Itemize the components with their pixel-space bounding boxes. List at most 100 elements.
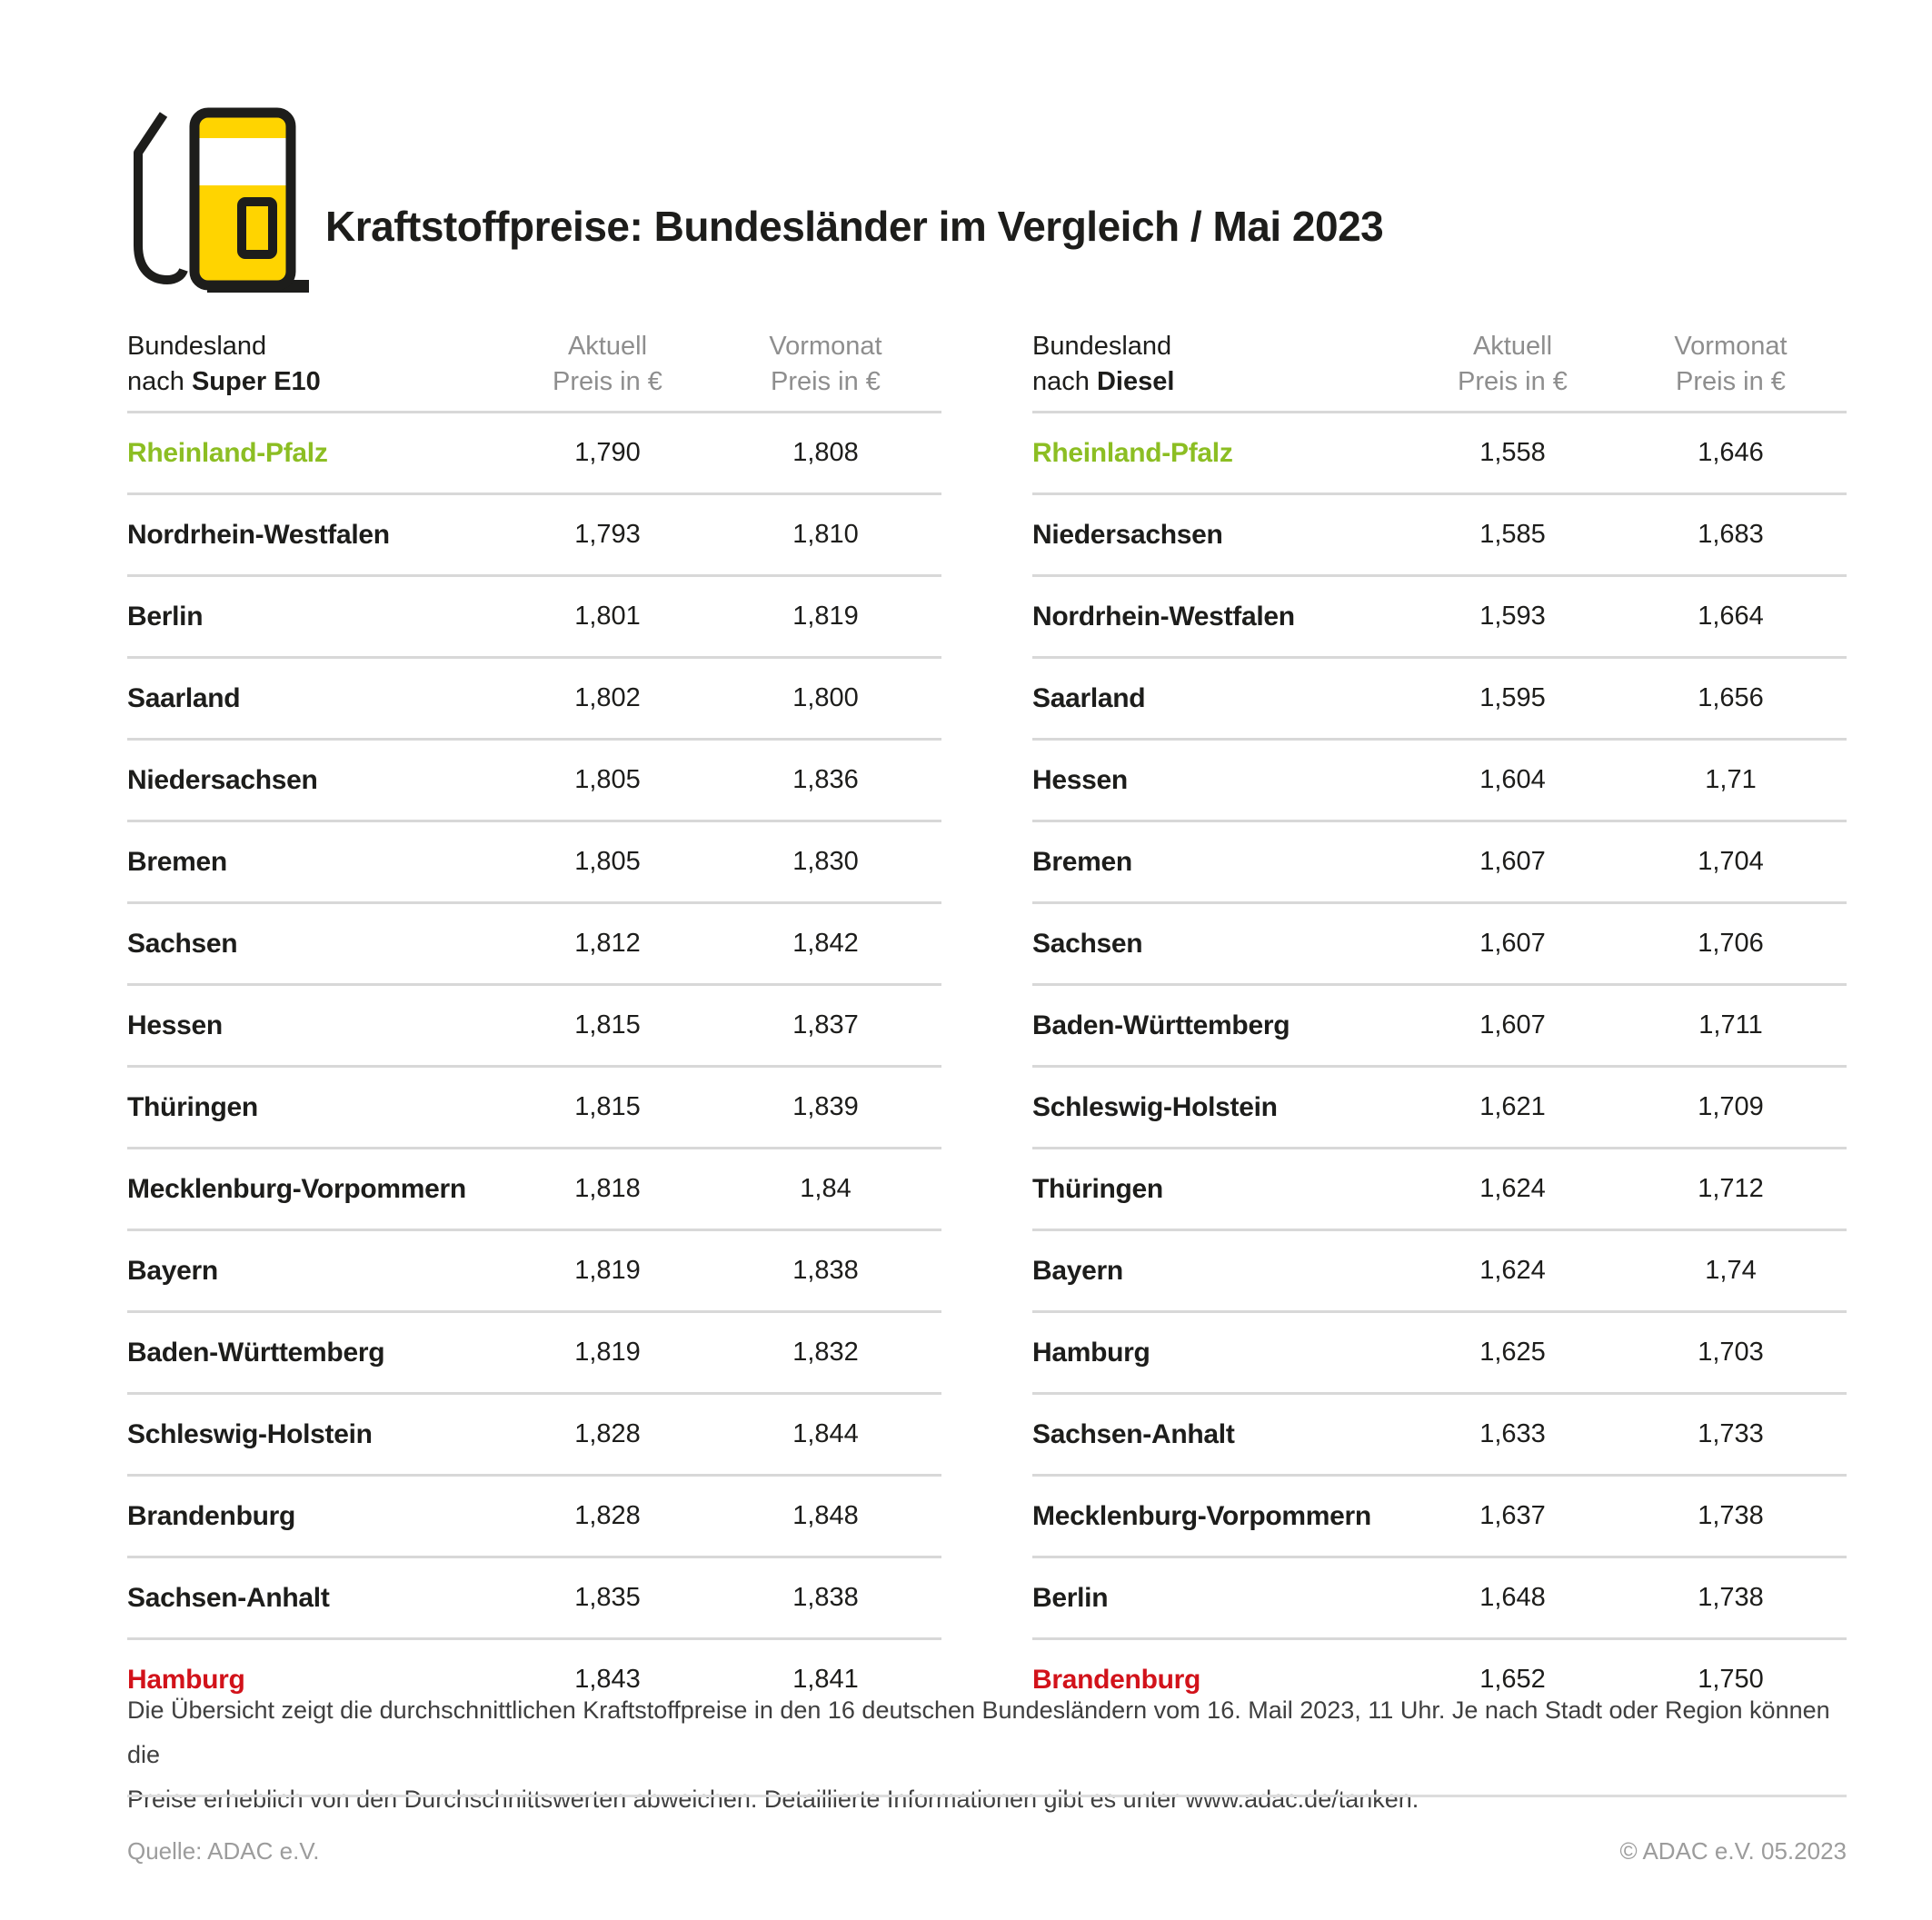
state-name: Niedersachsen [127, 764, 318, 795]
vormonat-value: 1,74 [1705, 1256, 1757, 1285]
vormonat-value: 1,810 [792, 520, 859, 549]
vormonat-value: 1,703 [1698, 1338, 1764, 1367]
header-line1: Bundesland [1032, 332, 1172, 361]
aktuell-value: 1,604 [1479, 765, 1546, 794]
vormonat-value: 1,832 [792, 1338, 859, 1367]
footnote-line1: Die Übersicht zeigt die durchschnittlich… [127, 1696, 1830, 1768]
source-label: Quelle: ADAC e.V. [127, 1837, 320, 1865]
state-name: Schleswig-Holstein [127, 1418, 373, 1449]
state-name: Mecklenburg-Vorpommern [127, 1173, 466, 1204]
table-row: Schleswig-Holstein 1,828 1,844 [127, 1395, 941, 1477]
state-name: Rheinland-Pfalz [127, 437, 328, 468]
state-name: Mecklenburg-Vorpommern [1032, 1500, 1371, 1531]
table-row: Schleswig-Holstein 1,621 1,709 [1032, 1068, 1847, 1149]
aktuell-value: 1,801 [574, 602, 641, 631]
aktuell-value: 1,621 [1479, 1092, 1546, 1121]
table-row: Thüringen 1,815 1,839 [127, 1068, 941, 1149]
aktuell-value: 1,843 [574, 1665, 641, 1694]
aktuell-value: 1,637 [1479, 1501, 1546, 1530]
aktuell-value: 1,652 [1479, 1665, 1546, 1694]
table-header: Bundesland nach Diesel Aktuell Preis in … [1032, 329, 1847, 413]
state-name: Bremen [127, 846, 227, 877]
tables-container: Bundesland nach Super E10 Aktuell Preis … [127, 329, 1847, 1719]
table-row: Thüringen 1,624 1,712 [1032, 1149, 1847, 1231]
state-name: Hamburg [1032, 1337, 1150, 1368]
state-name: Berlin [127, 601, 204, 632]
state-name: Rheinland-Pfalz [1032, 437, 1233, 468]
table-row: Bremen 1,607 1,704 [1032, 822, 1847, 904]
state-name: Hessen [1032, 764, 1128, 795]
aktuell-value: 1,812 [574, 929, 641, 958]
state-name: Sachsen [1032, 928, 1143, 959]
state-name: Thüringen [1032, 1173, 1163, 1204]
table-row: Bayern 1,819 1,838 [127, 1231, 941, 1313]
aktuell-value: 1,819 [574, 1256, 641, 1285]
column-header-vormonat: Vormonat Preis in € [1674, 332, 1788, 396]
table-row: Hamburg 1,843 1,841 [127, 1640, 941, 1719]
aktuell-value: 1,595 [1479, 683, 1546, 712]
table-row: Mecklenburg-Vorpommern 1,818 1,84 [127, 1149, 941, 1231]
vormonat-value: 1,808 [792, 438, 859, 467]
vormonat-value: 1,646 [1698, 438, 1764, 467]
state-name: Nordrhein-Westfalen [127, 519, 390, 550]
vormonat-value: 1,709 [1698, 1092, 1764, 1121]
aktuell-value: 1,828 [574, 1501, 641, 1530]
vormonat-value: 1,836 [792, 765, 859, 794]
vormonat-value: 1,738 [1698, 1583, 1764, 1612]
column-header-vormonat: Vormonat Preis in € [769, 332, 882, 396]
vormonat-value: 1,841 [792, 1665, 859, 1694]
table-header: Bundesland nach Super E10 Aktuell Preis … [127, 329, 941, 413]
table-row: Rheinland-Pfalz 1,790 1,808 [127, 413, 941, 495]
aktuell-value: 1,815 [574, 1010, 641, 1040]
aktuell-value: 1,607 [1479, 929, 1546, 958]
vormonat-value: 1,838 [792, 1583, 859, 1612]
state-name: Hessen [127, 1010, 223, 1040]
table-row: Baden-Württemberg 1,819 1,832 [127, 1313, 941, 1395]
vormonat-value: 1,839 [792, 1092, 859, 1121]
state-name: Bremen [1032, 846, 1132, 877]
table-row: Saarland 1,802 1,800 [127, 659, 941, 741]
state-name: Hamburg [127, 1664, 245, 1695]
table-row: Sachsen-Anhalt 1,633 1,733 [1032, 1395, 1847, 1477]
table-super-e10: Bundesland nach Super E10 Aktuell Preis … [127, 329, 941, 1719]
vormonat-value: 1,842 [792, 929, 859, 958]
table-row: Mecklenburg-Vorpommern 1,637 1,738 [1032, 1477, 1847, 1558]
table-row: Hamburg 1,625 1,703 [1032, 1313, 1847, 1395]
vormonat-value: 1,750 [1698, 1665, 1764, 1694]
vormonat-value: 1,706 [1698, 929, 1764, 958]
state-name: Berlin [1032, 1582, 1109, 1613]
aktuell-value: 1,835 [574, 1583, 641, 1612]
table-row: Nordrhein-Westfalen 1,793 1,810 [127, 495, 941, 577]
vormonat-value: 1,733 [1698, 1419, 1764, 1448]
table-row: Bayern 1,624 1,74 [1032, 1231, 1847, 1313]
vormonat-value: 1,844 [792, 1419, 859, 1448]
aktuell-value: 1,593 [1479, 602, 1546, 631]
footnote-line2: Preise erheblich von den Durchschnittswe… [127, 1786, 1419, 1813]
state-name: Bayern [127, 1255, 218, 1286]
aktuell-value: 1,793 [574, 520, 641, 549]
table-rows: Rheinland-Pfalz 1,790 1,808 Nordrhein-Westf… [127, 413, 941, 1719]
aktuell-value: 1,828 [574, 1419, 641, 1448]
table-row: Baden-Württemberg 1,607 1,711 [1032, 986, 1847, 1068]
state-name: Brandenburg [127, 1500, 296, 1531]
footnote: Die Übersicht zeigt die durchschnittlich… [127, 1688, 1847, 1822]
table-row: Sachsen 1,812 1,842 [127, 904, 941, 986]
table-row: Bremen 1,805 1,830 [127, 822, 941, 904]
aktuell-value: 1,624 [1479, 1256, 1546, 1285]
vormonat-value: 1,819 [792, 602, 859, 631]
state-name: Baden-Württemberg [1032, 1010, 1290, 1040]
vormonat-value: 1,683 [1698, 520, 1764, 549]
state-name: Saarland [127, 682, 241, 713]
state-name: Bayern [1032, 1255, 1123, 1286]
state-name: Brandenburg [1032, 1664, 1201, 1695]
aktuell-value: 1,805 [574, 765, 641, 794]
vormonat-value: 1,71 [1705, 765, 1757, 794]
footer: Quelle: ADAC e.V. © ADAC e.V. 05.2023 [127, 1837, 1847, 1865]
aktuell-value: 1,805 [574, 847, 641, 876]
table-row: Sachsen 1,607 1,706 [1032, 904, 1847, 986]
vormonat-value: 1,837 [792, 1010, 859, 1040]
aktuell-value: 1,558 [1479, 438, 1546, 467]
vormonat-value: 1,738 [1698, 1501, 1764, 1530]
table-row: Brandenburg 1,828 1,848 [127, 1477, 941, 1558]
